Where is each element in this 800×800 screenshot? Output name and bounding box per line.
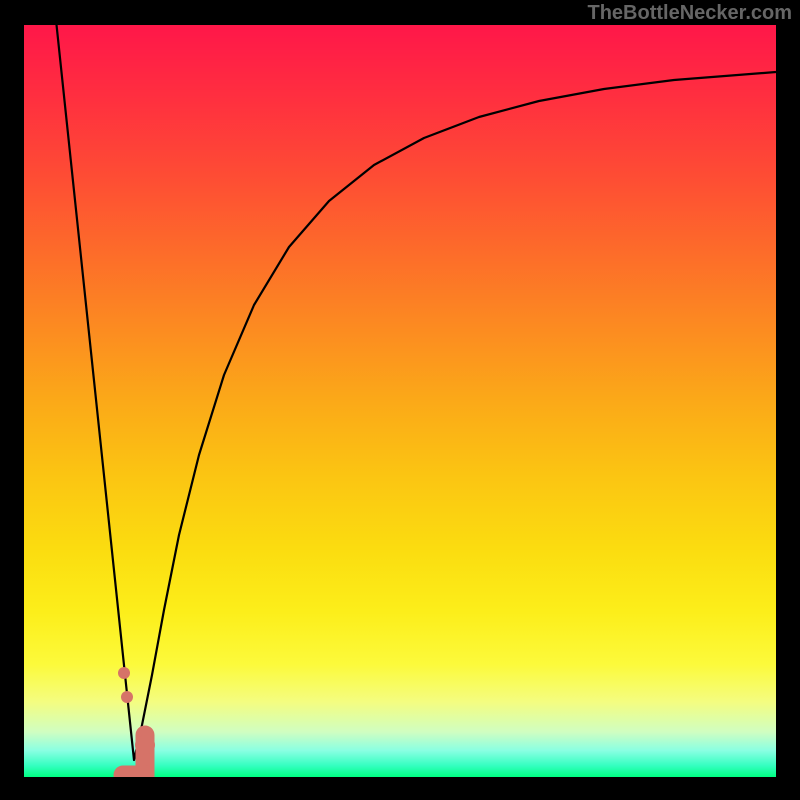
marker-dot-0 (118, 667, 130, 679)
marker-dot-1 (121, 691, 133, 703)
chart-root: TheBottleNecker.com (0, 0, 800, 800)
watermark-text: TheBottleNecker.com (587, 2, 792, 25)
marker-cluster-head (135, 735, 155, 755)
curve-layer (24, 25, 776, 777)
bottleneck-curve (56, 25, 776, 760)
plot-area (24, 25, 776, 777)
